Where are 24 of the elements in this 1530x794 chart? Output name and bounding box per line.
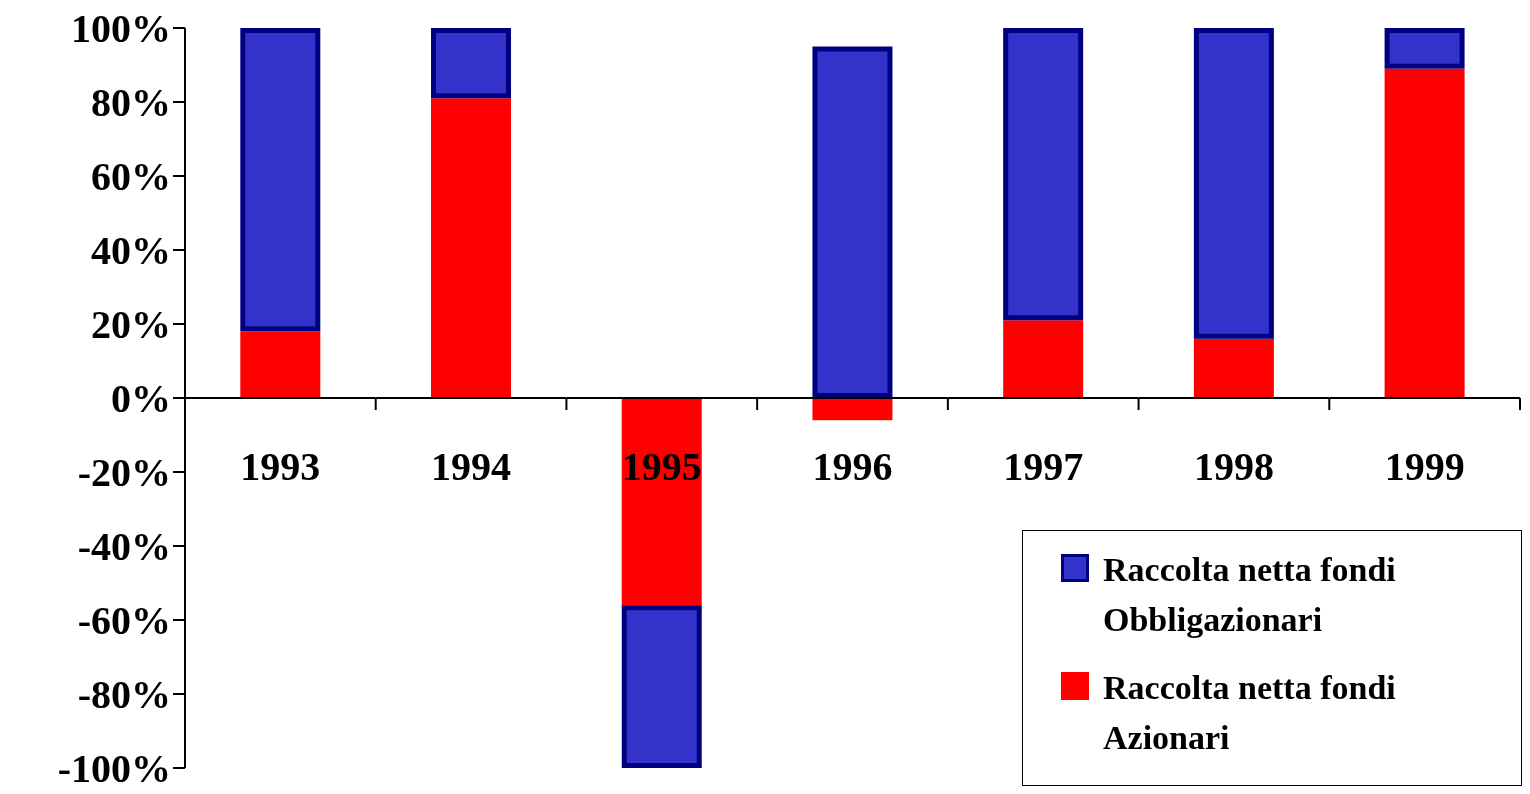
y-tick-label: -40% bbox=[77, 524, 171, 570]
bar bbox=[240, 331, 321, 398]
y-tick-label: 0% bbox=[111, 376, 171, 422]
x-tick-label: 1995 bbox=[621, 444, 702, 489]
y-tick-label: -80% bbox=[77, 672, 171, 718]
x-tick-label: 1993 bbox=[240, 444, 321, 489]
x-tick-label: 1996 bbox=[812, 444, 893, 489]
y-tick-label: 60% bbox=[91, 154, 171, 200]
y-tick-label: -100% bbox=[57, 746, 171, 792]
x-tick-label: 1997 bbox=[1003, 444, 1084, 489]
bar bbox=[1193, 338, 1274, 398]
y-tick-label: 80% bbox=[91, 80, 171, 126]
legend-label: Raccolta netta fondi Obbligazionari bbox=[1103, 551, 1396, 638]
x-tick-label: 1994 bbox=[431, 444, 512, 489]
x-tick-label: 1998 bbox=[1193, 444, 1274, 489]
x-tick-label: 1999 bbox=[1384, 444, 1465, 489]
y-tick-label: 20% bbox=[91, 302, 171, 348]
y-tick-label: -60% bbox=[77, 598, 171, 644]
bar bbox=[812, 398, 893, 421]
y-tick-label: 100% bbox=[71, 6, 171, 52]
y-tick-label: 40% bbox=[91, 228, 171, 274]
y-tick-label: -20% bbox=[77, 450, 171, 496]
legend-label: Raccolta netta fondi Azionari bbox=[1103, 669, 1396, 756]
bar bbox=[1003, 320, 1084, 398]
